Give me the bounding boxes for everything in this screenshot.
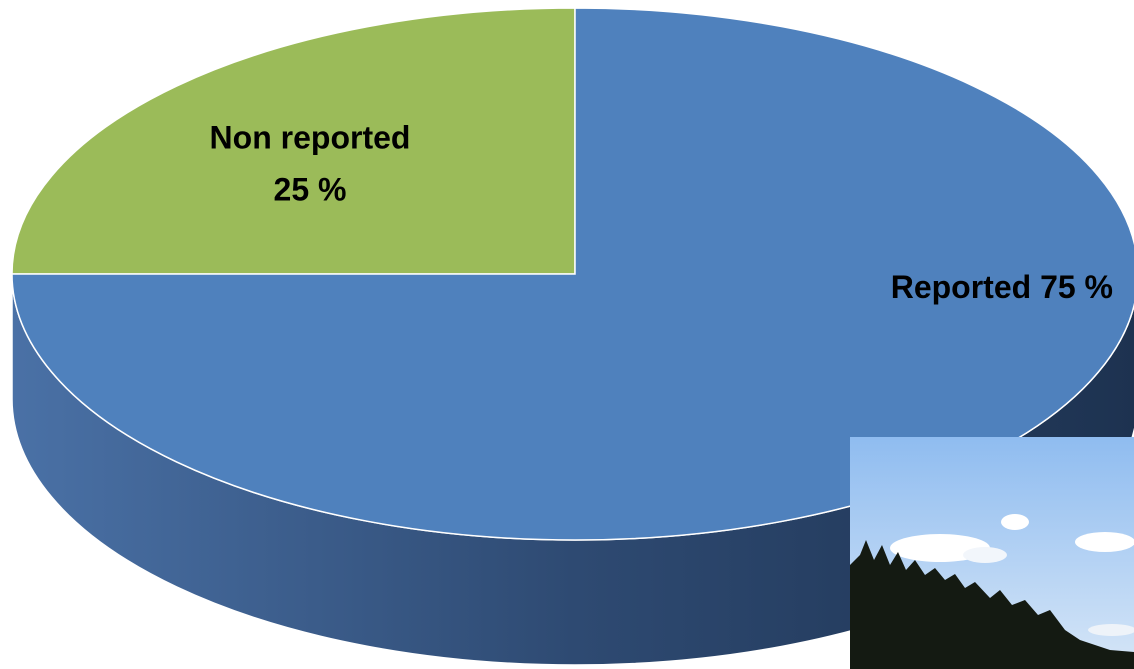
slice-value-label: 25 % [274, 171, 347, 207]
page: Non reported 25 % Reported 75 % (() => {… [0, 0, 1134, 669]
chart: Non reported 25 % Reported 75 % [0, 0, 1134, 669]
photo [850, 437, 1134, 669]
cloud [1075, 532, 1134, 552]
cloud [963, 547, 1007, 563]
cloud [1001, 514, 1029, 530]
slice-category: Reported [891, 269, 1031, 305]
slice-value-label: 75 % [1040, 269, 1113, 305]
slice-label: Non reported [210, 119, 411, 155]
slice-label: Reported 75 % [891, 269, 1113, 305]
cloud [1088, 624, 1134, 636]
